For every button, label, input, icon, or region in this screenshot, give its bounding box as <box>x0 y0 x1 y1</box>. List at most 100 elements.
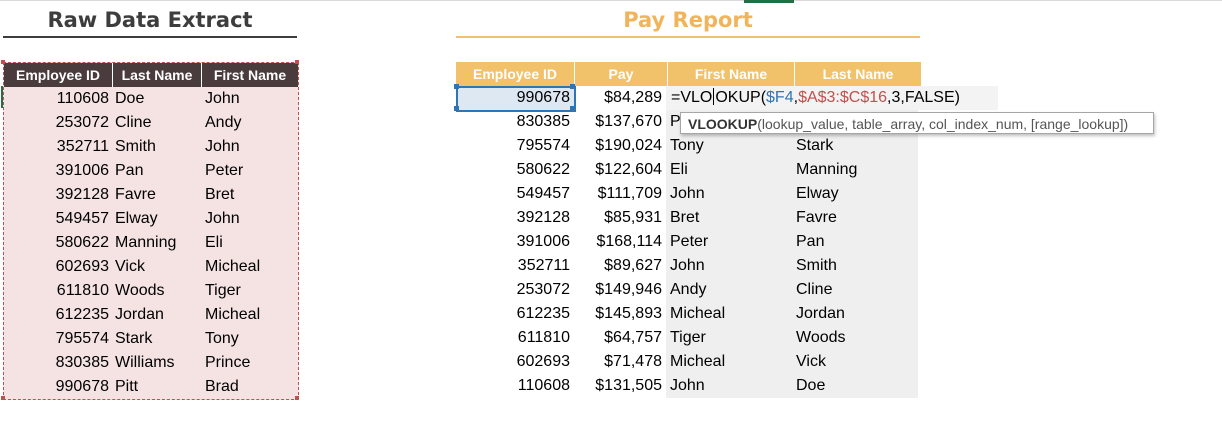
raw-cell-last-name[interactable]: Stark <box>115 330 153 347</box>
raw-cell-last-name[interactable]: Favre <box>115 186 156 203</box>
pay-cell-last-name[interactable]: Woods <box>792 326 918 350</box>
pay-header-last-name[interactable]: Last Name <box>795 62 922 86</box>
raw-cell-last-name[interactable]: Williams <box>115 354 175 371</box>
raw-cell-employee-id[interactable]: 391006 <box>55 162 109 179</box>
pay-cell-employee-id[interactable]: 612235 <box>516 305 570 322</box>
pay-cell-last-name[interactable]: Elway <box>792 182 918 206</box>
raw-cell-first-name[interactable]: Brad <box>205 378 239 395</box>
pay-cell-first-name[interactable]: John <box>666 374 792 398</box>
raw-cell-first-name[interactable]: John <box>205 90 240 107</box>
pay-header-pay[interactable]: Pay <box>575 62 668 86</box>
pay-cell-employee-id[interactable]: 602693 <box>516 353 570 370</box>
pay-cell-pay[interactable]: $190,024 <box>595 137 662 154</box>
pay-cell-last-name[interactable]: Favre <box>792 206 918 230</box>
raw-cell-employee-id[interactable]: 110608 <box>56 90 109 107</box>
range-handle[interactable] <box>1 396 5 400</box>
header-last-name[interactable]: Last Name <box>113 63 202 87</box>
pay-cell-pay[interactable]: $64,757 <box>604 329 662 346</box>
pay-cell-employee-id[interactable]: 830385 <box>516 113 570 130</box>
pay-cell-last-name[interactable]: Cline <box>792 278 918 302</box>
pay-cell-pay[interactable]: $122,604 <box>595 161 662 178</box>
raw-cell-first-name[interactable]: John <box>205 138 240 155</box>
pay-cell-pay[interactable]: $84,289 <box>604 89 662 106</box>
pay-cell-last-name[interactable]: Manning <box>792 158 918 182</box>
raw-cell-first-name[interactable]: Tony <box>205 330 239 347</box>
pay-cell-last-name[interactable]: Doe <box>792 374 918 398</box>
pay-cell-pay[interactable]: $111,709 <box>597 185 662 202</box>
raw-data-table[interactable]: Employee ID Last Name First Name 110608 D… <box>3 62 299 400</box>
raw-cell-employee-id[interactable]: 602693 <box>55 258 109 275</box>
pay-cell-employee-id[interactable]: 549457 <box>516 185 570 202</box>
formula-edit-cell[interactable]: =VLO OKUP($F4,$A$3:$C$16,3,FALSE) <box>666 86 998 110</box>
selection-handle[interactable] <box>570 84 575 89</box>
pay-cell-first-name[interactable]: Tiger <box>666 326 792 350</box>
function-tooltip[interactable]: VLOOKUP(lookup_value, table_array, col_i… <box>680 112 1154 134</box>
raw-cell-employee-id[interactable]: 392128 <box>55 186 109 203</box>
selection-handle[interactable] <box>570 106 575 111</box>
pay-cell-employee-id[interactable]: 253072 <box>516 281 570 298</box>
pay-cell-employee-id[interactable]: 580622 <box>516 161 570 178</box>
raw-cell-last-name[interactable]: Doe <box>115 90 145 107</box>
raw-cell-last-name[interactable]: Pan <box>115 162 144 179</box>
pay-cell-pay[interactable]: $89,627 <box>604 257 662 274</box>
pay-cell-last-name[interactable]: Smith <box>792 254 918 278</box>
pay-cell-employee-id[interactable]: 391006 <box>516 233 570 250</box>
pay-cell-employee-id[interactable]: 392128 <box>516 209 570 226</box>
raw-cell-first-name[interactable]: Eli <box>205 234 223 251</box>
tooltip-function-name[interactable]: VLOOKUP <box>688 116 758 132</box>
pay-cell-pay[interactable]: $71,478 <box>604 353 662 370</box>
raw-cell-last-name[interactable]: Jordan <box>115 306 164 323</box>
raw-cell-last-name[interactable]: Pitt <box>115 378 139 395</box>
header-employee-id[interactable]: Employee ID <box>4 63 113 87</box>
pay-cell-pay[interactable]: $145,893 <box>595 305 662 322</box>
raw-cell-last-name[interactable]: Vick <box>115 258 145 275</box>
pay-cell-first-name[interactable]: Eli <box>666 158 792 182</box>
raw-cell-employee-id[interactable]: 795574 <box>55 330 109 347</box>
raw-cell-first-name[interactable]: Andy <box>205 114 242 131</box>
raw-cell-last-name[interactable]: Smith <box>115 138 156 155</box>
raw-cell-last-name[interactable]: Manning <box>115 234 177 251</box>
pay-header-first-name[interactable]: First Name <box>668 62 795 86</box>
pay-cell-employee-id[interactable]: 352711 <box>517 257 570 274</box>
range-handle[interactable] <box>1 60 5 64</box>
raw-cell-first-name[interactable]: Peter <box>205 162 244 179</box>
header-first-name[interactable]: First Name <box>213 67 287 83</box>
pay-cell-last-name[interactable]: Vick <box>792 350 918 374</box>
pay-cell-first-name[interactable]: Tony <box>666 134 792 158</box>
pay-cell-pay[interactable]: $149,946 <box>595 281 662 298</box>
raw-cell-employee-id[interactable]: 830385 <box>55 354 109 371</box>
raw-cell-first-name[interactable]: Micheal <box>205 306 261 323</box>
pay-cell-employee-id[interactable]: 110608 <box>517 377 570 394</box>
raw-cell-employee-id[interactable]: 611810 <box>56 282 109 299</box>
pay-cell-last-name[interactable]: Jordan <box>792 302 918 326</box>
raw-cell-first-name[interactable]: John <box>205 210 240 227</box>
selection-handle[interactable] <box>454 84 459 89</box>
raw-cell-first-name[interactable]: Micheal <box>205 258 261 275</box>
pay-cell-first-name[interactable]: Micheal <box>666 302 792 326</box>
pay-cell-pay[interactable]: $131,505 <box>595 377 662 394</box>
pay-cell-employee-id[interactable]: 795574 <box>516 137 570 154</box>
selected-cell-f4[interactable] <box>456 86 576 112</box>
range-handle[interactable] <box>295 396 299 400</box>
pay-cell-last-name[interactable]: Stark <box>792 134 918 158</box>
pay-cell-pay[interactable]: $137,670 <box>595 113 662 130</box>
raw-cell-employee-id[interactable]: 612235 <box>55 306 109 323</box>
raw-cell-employee-id[interactable]: 580622 <box>55 234 109 251</box>
pay-cell-pay[interactable]: $168,114 <box>596 233 662 250</box>
raw-cell-first-name[interactable]: Bret <box>205 186 235 203</box>
pay-cell-first-name[interactable]: Andy <box>666 278 792 302</box>
pay-cell-first-name[interactable]: Peter <box>666 230 792 254</box>
raw-cell-last-name[interactable]: Woods <box>115 282 165 299</box>
raw-cell-last-name[interactable]: Elway <box>115 210 158 227</box>
pay-cell-employee-id[interactable]: 990678 <box>516 89 570 106</box>
raw-cell-first-name[interactable]: Prince <box>205 354 251 371</box>
pay-cell-employee-id[interactable]: 611810 <box>517 329 570 346</box>
pay-cell-first-name[interactable]: Bret <box>666 206 792 230</box>
raw-cell-employee-id[interactable]: 352711 <box>56 138 109 155</box>
pay-cell-first-name[interactable]: John <box>666 182 792 206</box>
raw-cell-employee-id[interactable]: 990678 <box>55 378 109 395</box>
pay-cell-pay[interactable]: $85,931 <box>604 209 662 226</box>
selection-handle[interactable] <box>454 106 459 111</box>
raw-cell-employee-id[interactable]: 549457 <box>55 210 109 227</box>
range-handle[interactable] <box>295 60 299 64</box>
